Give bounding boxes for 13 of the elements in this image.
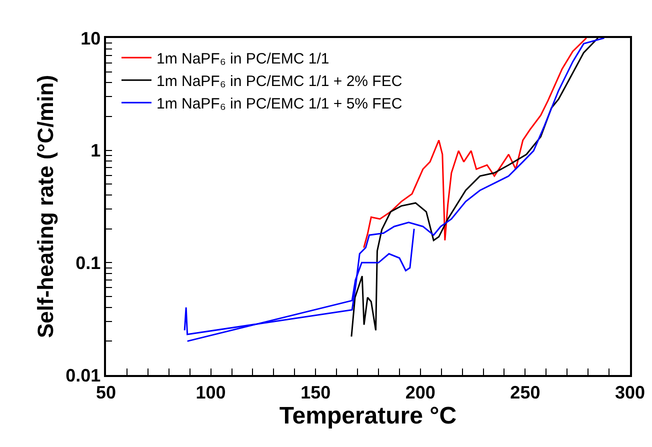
legend-label: 1m NaPF₆ in PC/EMC 1/1 + 2% FEC [156,72,402,90]
x-tick-label: 100 [196,382,226,402]
x-tick-label: 200 [405,382,436,402]
x-tick-label: 300 [614,382,646,402]
y-tick-label: 0.1 [76,252,101,273]
legend-label: 1m NaPF₆ in PC/EMC 1/1 [156,50,330,68]
x-axis-title: Temperature °C [279,402,457,430]
legend-label: 1m NaPF₆ in PC/EMC 1/1 + 5% FEC [156,95,402,112]
y-tick-label: 1 [90,140,101,161]
y-axis-title: Self-heating rate (°C/min) [32,74,58,338]
x-tick-label: 150 [300,382,331,402]
x-tick-label: 250 [510,382,540,402]
y-tick-label: 10 [80,28,101,48]
